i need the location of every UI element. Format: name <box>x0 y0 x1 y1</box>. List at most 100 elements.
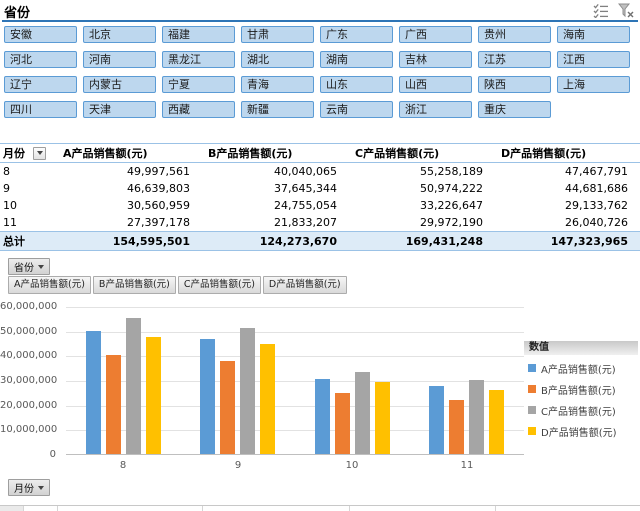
slicer-button-湖北[interactable]: 湖北 <box>241 51 314 68</box>
slicer-button-宁夏[interactable]: 宁夏 <box>162 76 235 93</box>
chevron-down-icon <box>38 264 44 269</box>
slicer-button-安徽[interactable]: 安徽 <box>4 26 77 43</box>
cell-value: 27,397,178 <box>127 216 190 229</box>
total-value: 154,595,501 <box>112 234 190 248</box>
worksheet-gridline <box>349 506 350 511</box>
bar-B产品销售额(元)-11 <box>449 400 464 454</box>
worksheet-gridline <box>23 506 24 511</box>
bar-D产品销售额(元)-10 <box>375 382 390 454</box>
slicer-button-浙江[interactable]: 浙江 <box>399 101 472 118</box>
cell-value: 30,560,959 <box>127 199 190 212</box>
bar-A产品销售额(元)-10 <box>315 379 330 454</box>
cell-value: 37,645,344 <box>274 182 337 195</box>
slicer-button-江西[interactable]: 江西 <box>557 51 630 68</box>
gridline <box>66 356 524 357</box>
slicer-button-湖南[interactable]: 湖南 <box>320 51 393 68</box>
y-tick-label: 40,000,000 <box>0 350 58 362</box>
pivot-header-row: 月份 A产品销售额(元) B产品销售额(元) C产品销售额(元) D产品销售额(… <box>0 143 640 163</box>
cell-value: 44,681,686 <box>565 182 628 195</box>
slicer-button-重庆[interactable]: 重庆 <box>478 101 551 118</box>
legend-swatch <box>528 427 536 435</box>
pivot-table: 月份 A产品销售额(元) B产品销售额(元) C产品销售额(元) D产品销售额(… <box>0 143 640 251</box>
bar-B产品销售额(元)-8 <box>106 355 121 454</box>
y-tick-label: 10,000,000 <box>0 424 58 436</box>
slicer-button-内蒙古[interactable]: 内蒙古 <box>83 76 156 93</box>
column-header-b: B产品销售额(元) <box>208 147 293 160</box>
chart-field-button-0[interactable]: A产品销售额(元) <box>8 276 91 294</box>
bar-B产品销售额(元)-10 <box>335 393 350 454</box>
slicer-button-青海[interactable]: 青海 <box>241 76 314 93</box>
chart-province-field-button[interactable]: 省份 <box>8 258 50 275</box>
slicer-button-四川[interactable]: 四川 <box>4 101 77 118</box>
slicer-button-广东[interactable]: 广东 <box>320 26 393 43</box>
legend-label: C产品销售额(元) <box>541 406 616 418</box>
chart-field-button-3[interactable]: D产品销售额(元) <box>262 276 347 294</box>
slicer-button-甘肃[interactable]: 甘肃 <box>241 26 314 43</box>
slicer-button-云南[interactable]: 云南 <box>320 101 393 118</box>
legend-item: A产品销售额(元) <box>524 362 616 376</box>
slicer-button-吉林[interactable]: 吉林 <box>399 51 472 68</box>
worksheet-gridline <box>495 506 496 511</box>
slicer-button-河北[interactable]: 河北 <box>4 51 77 68</box>
slicer-button-北京[interactable]: 北京 <box>83 26 156 43</box>
multi-select-icon[interactable] <box>593 3 609 22</box>
legend-item: C产品销售额(元) <box>524 404 616 418</box>
slicer-button-江苏[interactable]: 江苏 <box>478 51 551 68</box>
y-tick-label: 60,000,000 <box>0 301 58 312</box>
month-column-header: 月份 <box>3 147 25 160</box>
column-header-a: A产品销售额(元) <box>63 147 148 160</box>
slicer-button-黑龙江[interactable]: 黑龙江 <box>162 51 235 68</box>
cell-value: 46,639,803 <box>127 182 190 195</box>
chart-month-field-button[interactable]: 月份 <box>8 479 50 496</box>
gridline <box>66 406 524 407</box>
bar-C产品销售额(元)-8 <box>126 318 141 454</box>
table-row: 10 30,560,959 24,755,054 33,226,647 29,133,7… <box>0 197 640 214</box>
x-axis-label: 9 <box>234 460 242 471</box>
bar-D产品销售额(元)-9 <box>260 344 275 454</box>
bar-C产品销售额(元)-9 <box>240 328 255 454</box>
chart-field-button-1[interactable]: B产品销售额(元) <box>92 276 176 294</box>
slicer-button-天津[interactable]: 天津 <box>83 101 156 118</box>
legend-item: B产品销售额(元) <box>524 383 616 397</box>
bar-C产品销售额(元)-11 <box>469 380 484 454</box>
legend-swatch <box>528 385 536 393</box>
worksheet-gridline <box>202 506 203 511</box>
y-tick-label: 20,000,000 <box>0 399 58 411</box>
slicer-button-河南[interactable]: 河南 <box>83 51 156 68</box>
table-row: 11 27,397,178 21,833,207 29,972,190 26,040,7… <box>0 214 640 232</box>
bar-A产品销售额(元)-11 <box>429 386 444 454</box>
slicer-button-辽宁[interactable]: 辽宁 <box>4 76 77 93</box>
slicer-button-新疆[interactable]: 新疆 <box>241 101 314 118</box>
legend-swatch <box>528 364 536 372</box>
cell-value: 33,226,647 <box>420 199 483 212</box>
slicer-button-山东[interactable]: 山东 <box>320 76 393 93</box>
total-value: 169,431,248 <box>405 234 483 248</box>
gridline <box>66 381 524 382</box>
cell-value: 26,040,726 <box>565 216 628 229</box>
cell-value: 50,974,222 <box>420 182 483 195</box>
column-header-c: C产品销售额(元) <box>355 147 440 160</box>
slicer-button-广西[interactable]: 广西 <box>399 26 472 43</box>
slicer-button-陕西[interactable]: 陕西 <box>478 76 551 93</box>
bar-C产品销售额(元)-10 <box>355 372 370 454</box>
x-axis-label: 10 <box>345 460 359 471</box>
slicer-button-福建[interactable]: 福建 <box>162 26 235 43</box>
legend-label: B产品销售额(元) <box>541 385 616 397</box>
slicer-button-海南[interactable]: 海南 <box>557 26 630 43</box>
chart-field-button-2[interactable]: C产品销售额(元) <box>177 276 261 294</box>
clear-filter-icon[interactable] <box>617 3 635 22</box>
slicer-button-西藏[interactable]: 西藏 <box>162 101 235 118</box>
chart-value-field-buttons: A产品销售额(元) B产品销售额(元) C产品销售额(元) D产品销售额(元) <box>8 276 347 294</box>
legend-item: D产品销售额(元) <box>524 425 617 439</box>
slicer-button-上海[interactable]: 上海 <box>557 76 630 93</box>
cell-value: 40,040,065 <box>274 165 337 178</box>
slicer-button-山西[interactable]: 山西 <box>399 76 472 93</box>
bar-D产品销售额(元)-8 <box>146 337 161 454</box>
cell-value: 55,258,189 <box>420 165 483 178</box>
slicer-button-贵州[interactable]: 贵州 <box>478 26 551 43</box>
legend-values-field-button[interactable]: 数值 <box>524 341 638 355</box>
slicer-button-grid: 安徽 北京 福建 甘肃 广东 广西 贵州 海南河北 河南 黑龙江 湖北 湖南 吉林 江苏 江西辽宁 内蒙古 宁夏… <box>4 26 636 118</box>
month-filter-dropdown[interactable] <box>33 146 46 160</box>
slicer-header-icons <box>593 3 635 22</box>
